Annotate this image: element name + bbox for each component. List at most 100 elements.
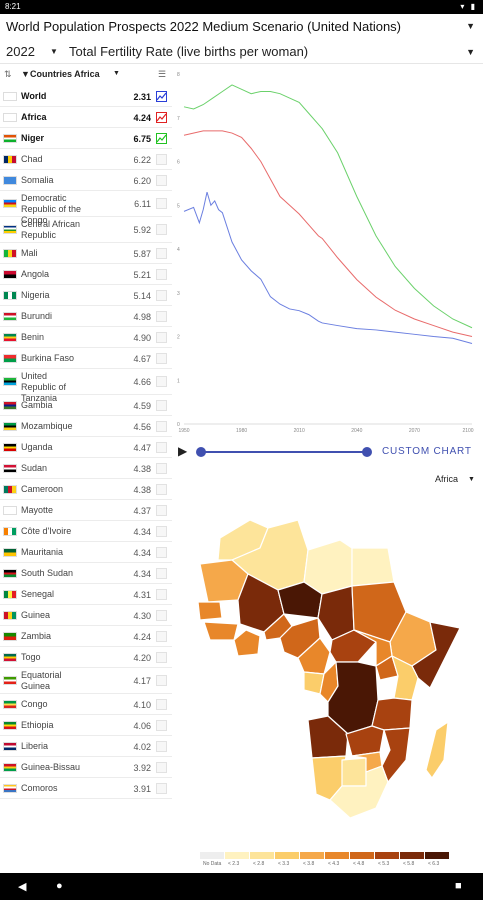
series-checkbox[interactable] — [156, 153, 167, 165]
map-region-egypt[interactable] — [351, 547, 395, 587]
back-icon[interactable]: ◀ — [18, 881, 27, 893]
list-item[interactable]: World 2.31 — [0, 86, 172, 107]
series-checkbox[interactable] — [156, 609, 167, 621]
country-filter-label[interactable]: Countries Africa — [30, 69, 100, 79]
list-item[interactable]: Mauritania 4.34 — [0, 542, 172, 563]
list-item[interactable]: Central African Republic 5.92 — [0, 217, 172, 243]
series-checkbox[interactable] — [156, 525, 167, 537]
map-region-zambia[interactable] — [345, 725, 385, 757]
list-item[interactable]: Guinea-Bissau 3.92 — [0, 757, 172, 778]
series-checkbox[interactable] — [156, 740, 167, 752]
map-region-senegal[interactable] — [197, 601, 223, 621]
list-item[interactable]: Mali 5.87 — [0, 243, 172, 264]
list-item[interactable]: Niger 6.75 — [0, 128, 172, 149]
series-checkbox[interactable] — [156, 567, 167, 579]
list-item[interactable]: Cameroon 4.38 — [0, 479, 172, 500]
series-checkbox[interactable] — [156, 289, 167, 301]
series-checkbox[interactable] — [156, 504, 167, 516]
custom-chart-button[interactable]: CUSTOM CHART — [382, 446, 472, 457]
list-item[interactable]: Ethiopia 4.06 — [0, 715, 172, 736]
list-item[interactable]: Togo 4.20 — [0, 647, 172, 668]
year-selector[interactable]: 2022 — [6, 44, 35, 59]
series-checkbox[interactable] — [156, 630, 167, 642]
series-checkbox[interactable] — [156, 588, 167, 600]
list-item[interactable]: Burundi 4.98 — [0, 306, 172, 327]
map-region-mozambique[interactable] — [381, 727, 411, 783]
map-region-tanzania[interactable] — [371, 697, 413, 731]
africa-map[interactable] — [180, 490, 480, 830]
list-item[interactable]: Comoros 3.91 — [0, 778, 172, 799]
play-icon[interactable]: ▶ — [178, 444, 188, 458]
list-item[interactable]: Benin 4.90 — [0, 327, 172, 348]
series-checkbox[interactable] — [156, 420, 167, 432]
dataset-title[interactable]: World Population Prospects 2022 Medium S… — [6, 19, 402, 34]
list-item[interactable]: Uganda 4.47 — [0, 437, 172, 458]
region-dropdown-icon[interactable]: ▼ — [468, 476, 475, 483]
series-checkbox[interactable] — [156, 224, 167, 235]
map-region-south-africa[interactable] — [329, 765, 389, 819]
series-checkbox[interactable] — [156, 782, 167, 794]
recents-icon[interactable]: ■ — [455, 880, 462, 892]
list-item[interactable]: Chad 6.22 — [0, 149, 172, 170]
series-checkbox[interactable] — [156, 483, 167, 495]
list-item[interactable]: Equatorial Guinea 4.17 — [0, 668, 172, 694]
series-checkbox[interactable] — [156, 698, 167, 710]
list-item[interactable]: Congo 4.10 — [0, 694, 172, 715]
series-checkbox[interactable] — [156, 352, 167, 364]
filter-icon[interactable]: ▼ — [21, 69, 30, 79]
series-checkbox[interactable] — [156, 719, 167, 731]
list-item[interactable]: Sudan 4.38 — [0, 458, 172, 479]
year-range-slider[interactable] — [200, 451, 368, 453]
indicator-selector[interactable]: Total Fertility Rate (live births per wo… — [69, 44, 309, 59]
series-checkbox[interactable] — [156, 675, 167, 686]
list-item[interactable]: Burkina Faso 4.67 — [0, 348, 172, 369]
list-item[interactable]: Zambia 4.24 — [0, 626, 172, 647]
list-item[interactable]: Senegal 4.31 — [0, 584, 172, 605]
series-checkbox[interactable] — [156, 310, 167, 322]
series-checkbox[interactable] — [156, 761, 167, 773]
year-dropdown-icon[interactable]: ▼ — [50, 47, 58, 56]
series-checkbox[interactable] — [156, 198, 167, 209]
list-item[interactable]: Somalia 6.20 — [0, 170, 172, 191]
series-checkbox[interactable] — [156, 546, 167, 558]
series-checkbox[interactable] — [156, 90, 167, 102]
list-item[interactable]: Guinea 4.30 — [0, 605, 172, 626]
series-checkbox[interactable] — [156, 174, 167, 186]
series-checkbox[interactable] — [156, 399, 167, 411]
filter-dropdown-icon[interactable]: ▼ — [113, 70, 120, 77]
series-checkbox[interactable] — [156, 247, 167, 259]
list-item[interactable]: South Sudan 4.34 — [0, 563, 172, 584]
series-checkbox[interactable] — [156, 462, 167, 474]
dataset-dropdown-icon[interactable]: ▼ — [466, 21, 475, 31]
sort-menu-icon[interactable]: ☰ — [158, 69, 167, 79]
map-region-libya[interactable] — [303, 539, 353, 595]
series-checkbox[interactable] — [156, 268, 167, 280]
list-item[interactable]: Mayotte 4.37 — [0, 500, 172, 521]
map-region-guinea[interactable] — [203, 621, 239, 641]
series-checkbox[interactable] — [156, 331, 167, 343]
series-checkbox[interactable] — [156, 376, 167, 387]
series-checkbox[interactable] — [156, 441, 167, 453]
range-end-handle[interactable] — [362, 447, 372, 457]
list-item[interactable]: Nigeria 5.14 — [0, 285, 172, 306]
series-checkbox[interactable] — [156, 132, 167, 144]
indicator-dropdown-icon[interactable]: ▼ — [466, 47, 475, 57]
list-item[interactable]: Mozambique 4.56 — [0, 416, 172, 437]
series-checkbox[interactable] — [156, 111, 167, 123]
region-selector[interactable]: Africa — [435, 474, 459, 484]
series-checkbox[interactable] — [156, 651, 167, 663]
map-region-cameroon[interactable] — [297, 637, 331, 675]
sort-az-icon[interactable]: ⇅ — [4, 69, 12, 79]
list-item[interactable]: Angola 5.21 — [0, 264, 172, 285]
map-region-cote-divoire[interactable] — [233, 629, 261, 657]
list-item[interactable]: Liberia 4.02 — [0, 736, 172, 757]
list-item[interactable]: Gambia 4.59 — [0, 395, 172, 416]
home-icon[interactable]: ● — [56, 880, 63, 892]
map-region-madagascar[interactable] — [425, 721, 449, 779]
map-region-botswana[interactable] — [341, 757, 367, 787]
list-item[interactable]: Democratic Republic of the Congo 6.11 — [0, 191, 172, 225]
list-item[interactable]: United Republic of Tanzania 4.66 — [0, 369, 172, 403]
list-item[interactable]: Côte d'Ivoire 4.34 — [0, 521, 172, 542]
map-region-angola[interactable] — [307, 715, 349, 759]
list-item[interactable]: Africa 4.24 — [0, 107, 172, 128]
